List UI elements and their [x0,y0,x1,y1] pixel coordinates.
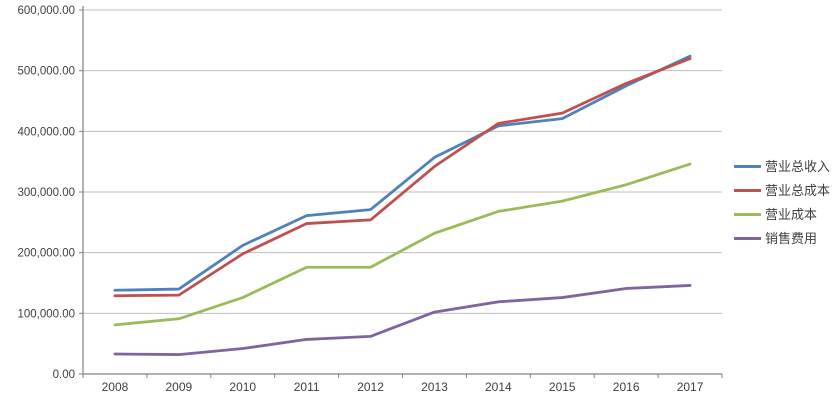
legend-label-total-cost: 营业总成本 [765,182,831,198]
series-line-total-cost [113,57,692,298]
legend-label-total-revenue: 营业总收入 [765,158,831,174]
y-axis-label: 500,000.00 [17,66,75,78]
series-line-operating-cost [113,162,692,327]
legend-item-total-revenue: 营业总收入 [734,154,830,178]
legend-line-swatch-operating-cost [734,212,761,216]
legend: 营业总收入营业总成本营业成本销售费用 [734,154,830,250]
y-axis-label: 600,000.00 [17,5,75,17]
y-axis-label: 200,000.00 [17,248,75,260]
x-axis-label: 2008 [102,380,129,394]
series-line-selling-expenses [113,284,692,356]
x-axis-label: 2014 [485,380,512,394]
legend-item-selling-expenses: 销售费用 [734,226,830,250]
x-axis-label: 2013 [421,380,448,394]
x-axis-label: 2009 [165,380,192,394]
y-axis-label: 300,000.00 [17,187,75,199]
x-axis-label: 2010 [229,380,256,394]
x-axis-label: 2015 [549,380,576,394]
legend-item-operating-cost: 营业成本 [734,202,830,226]
x-axis-label: 2017 [677,380,704,394]
legend-label-operating-cost: 营业成本 [765,206,818,222]
y-axis-label: 100,000.00 [17,308,75,320]
legend-line-swatch-total-revenue [734,164,761,168]
legend-label-selling-expenses: 销售费用 [765,230,818,246]
y-axis-label: 0.00 [53,369,75,381]
x-axis-label: 2012 [357,380,384,394]
y-axis-label: 400,000.00 [17,126,75,138]
legend-line-swatch-selling-expenses [734,236,761,240]
legend-line-swatch-total-cost [734,188,761,192]
x-axis-label: 2016 [613,380,640,394]
legend-item-total-cost: 营业总成本 [734,178,830,202]
x-axis-label: 2011 [294,380,320,394]
series-line-total-revenue [113,54,692,292]
